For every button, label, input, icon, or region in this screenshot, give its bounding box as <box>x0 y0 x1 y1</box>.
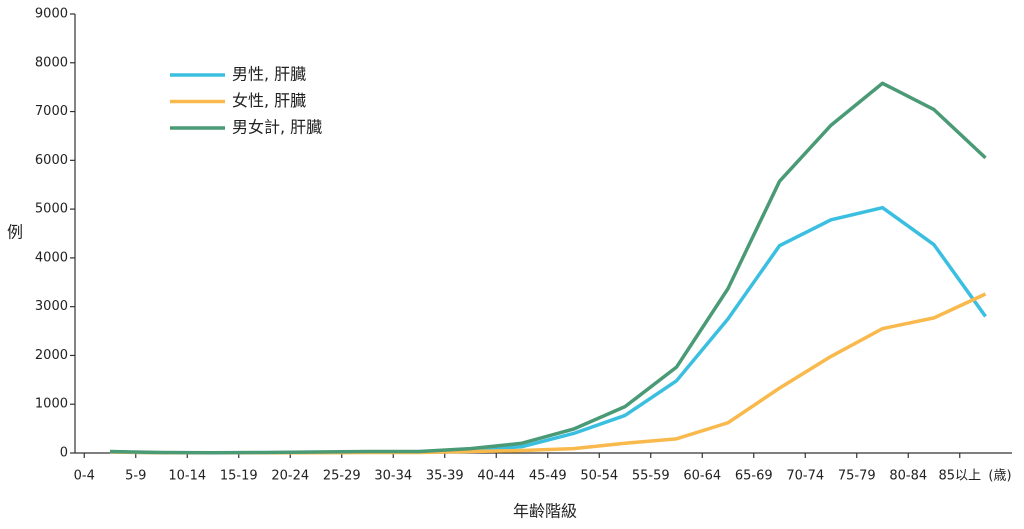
legend-label: 女性, 肝臓 <box>232 91 306 110</box>
y-tick-label: 6000 <box>35 153 68 168</box>
y-axis-label: 例 <box>7 223 23 242</box>
legend-label: 男性, 肝臓 <box>232 65 306 84</box>
y-tick-label: 7000 <box>35 104 68 119</box>
x-tick-label: 40-44 <box>477 469 515 484</box>
y-tick-label: 4000 <box>35 250 68 265</box>
y-tick-label: 2000 <box>35 348 68 363</box>
data-line <box>109 205 987 455</box>
legend-label: 男女計, 肝臓 <box>232 118 322 137</box>
y-tick-label: 3000 <box>35 299 68 314</box>
x-tick-label: 35-39 <box>426 469 464 484</box>
y-tick-label: 1000 <box>35 397 68 412</box>
x-tick-label: 25-29 <box>323 469 361 484</box>
y-tick-label: 9000 <box>35 7 68 22</box>
x-tick-label: 85以上 <box>938 469 981 484</box>
x-tick-label: 75-79 <box>838 469 876 484</box>
y-tick-label: 0 <box>60 446 68 461</box>
y-tick-label: 8000 <box>35 55 68 70</box>
data-line <box>109 292 987 455</box>
x-tick-label: 60-64 <box>683 469 721 484</box>
x-tick-label: 65-69 <box>735 469 773 484</box>
x-tick-label: 0-4 <box>74 469 95 484</box>
x-unit: (歳) <box>988 469 1011 484</box>
x-tick-label: 45-49 <box>529 469 567 484</box>
x-tick-label: 20-24 <box>271 469 309 484</box>
y-tick-label: 5000 <box>35 202 68 217</box>
x-tick-label: 15-19 <box>220 469 258 484</box>
x-tick-label: 70-74 <box>786 469 824 484</box>
x-tick-label: 5-9 <box>125 469 146 484</box>
x-tick-label: 50-54 <box>580 469 618 484</box>
x-tick-label: 80-84 <box>889 469 927 484</box>
x-tick-label: 30-34 <box>374 469 412 484</box>
data-line <box>109 81 987 455</box>
x-tick-label: 10-14 <box>168 469 206 484</box>
x-axis-label: 年齢階級 <box>513 502 577 521</box>
x-tick-label: 55-59 <box>632 469 670 484</box>
